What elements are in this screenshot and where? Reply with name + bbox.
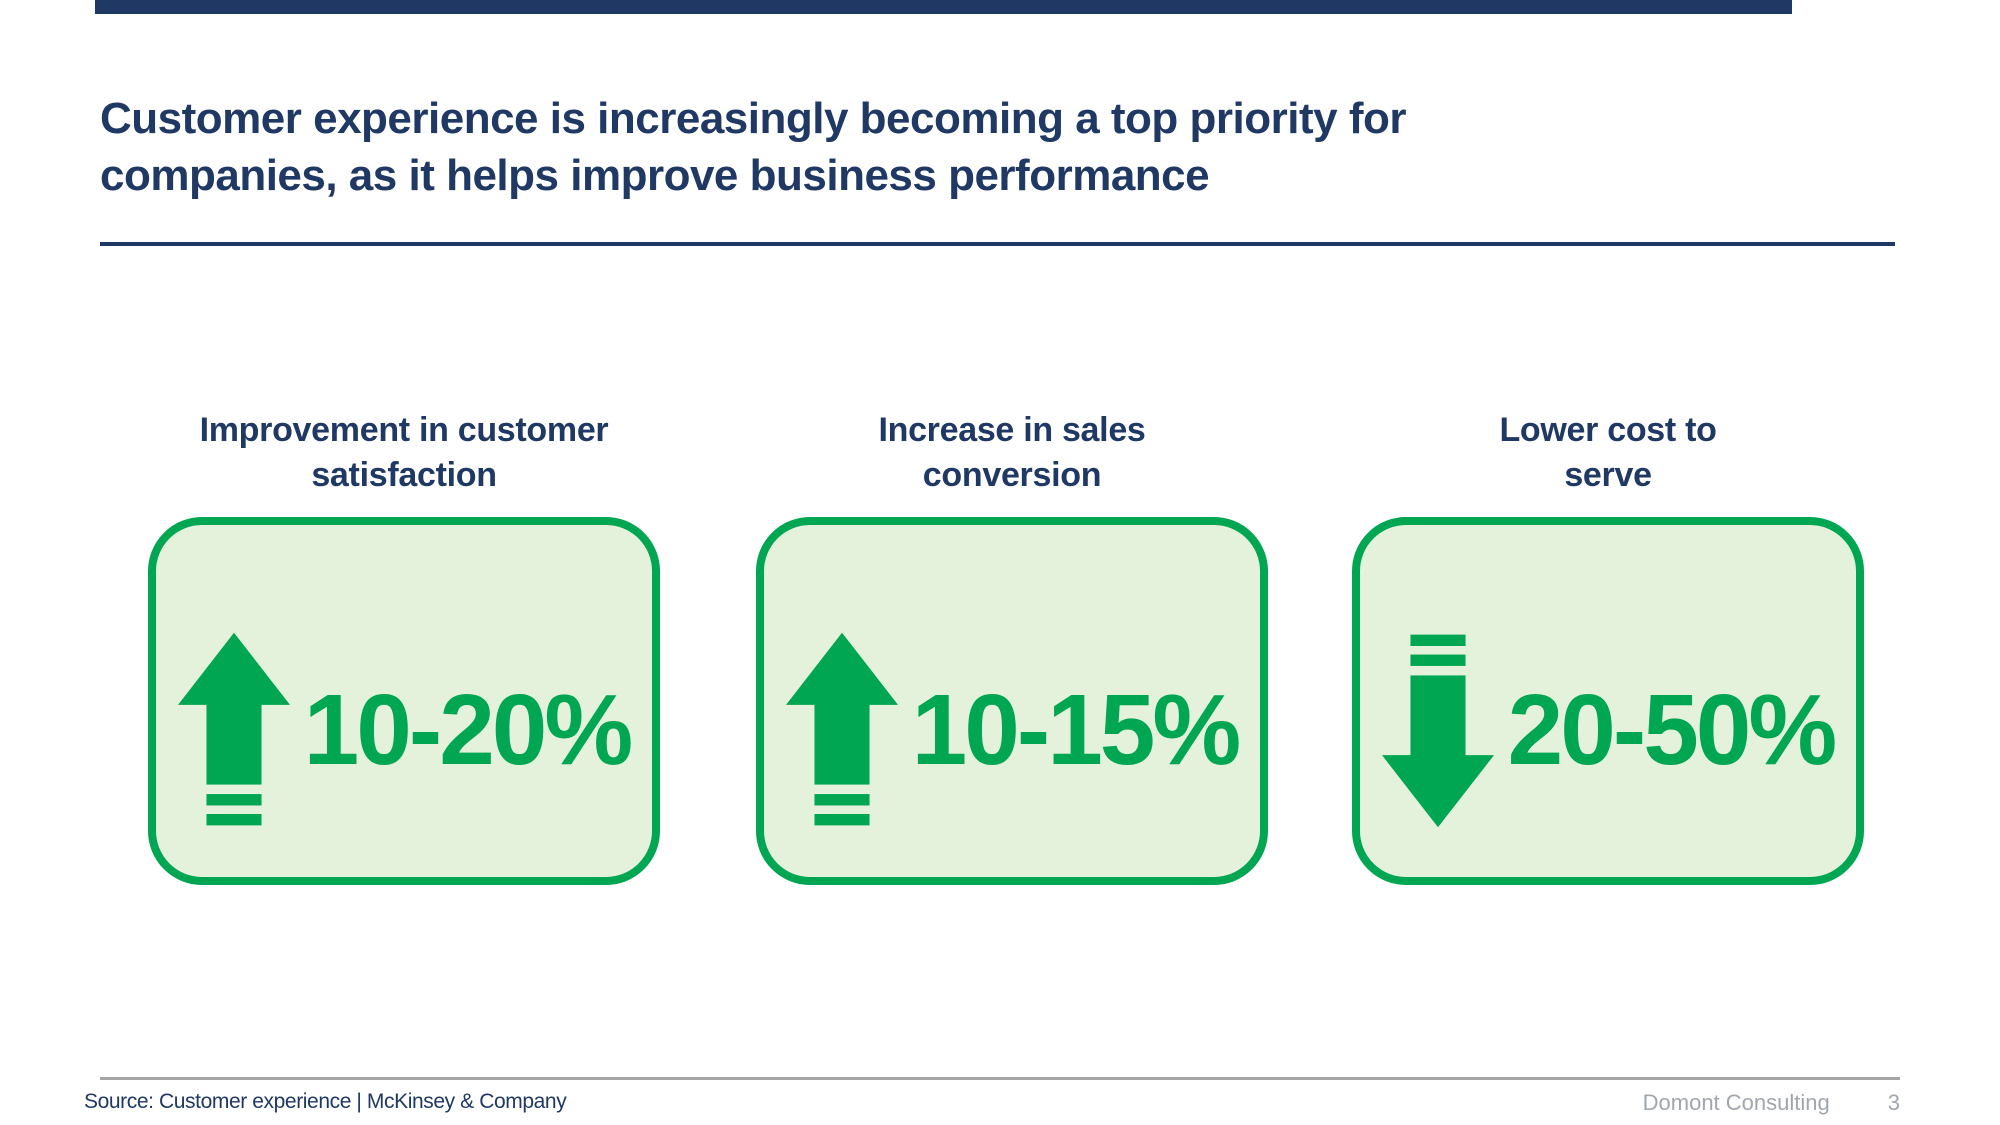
metric-column-customer-satisfaction: Improvement in customer satisfaction 10-… [148,408,660,885]
metric-label-line2: serve [1564,456,1652,494]
page-title-line1: Customer experience is increasingly beco… [100,94,1406,143]
metric-label-line1: Improvement in customer [199,411,609,449]
metric-value: 20-50% [1507,673,1838,786]
metric-label-line1: Lower cost to [1499,411,1717,449]
company-name: Domont Consulting [1642,1090,1830,1115]
source-text: Source: Customer experience | McKinsey &… [84,1090,567,1113]
page-title-line2: companies, as it helps improve business … [100,151,1210,200]
metric-label-line2: conversion [922,456,1102,494]
footer-divider [100,1077,1900,1080]
down-arrow-icon [1381,634,1494,828]
page-number: 3 [1887,1090,1900,1115]
top-accent-bar [95,0,1792,14]
metric-card: 20-50% [1352,517,1864,885]
title-underline [100,242,1895,246]
metric-label-line1: Increase in sales [878,411,1146,449]
metric-column-sales-conversion: Increase in sales conversion 10-15% [756,408,1268,885]
metric-value: 10-20% [303,673,634,786]
up-arrow-icon [177,632,290,826]
page-title: Customer experience is increasingly beco… [100,90,1700,204]
footer-right: Domont Consulting 3 [1643,1090,1900,1116]
metric-label: Improvement in customer satisfaction [148,408,660,498]
metric-column-cost-to-serve: Lower cost to serve 20-50% [1352,408,1864,885]
metric-value: 10-15% [911,673,1242,786]
metric-card: 10-15% [756,517,1268,885]
metric-label: Increase in sales conversion [756,408,1268,498]
metric-label: Lower cost to serve [1352,408,1864,498]
metric-card: 10-20% [148,517,660,885]
up-arrow-icon [785,632,898,826]
metric-label-line2: satisfaction [311,456,497,494]
